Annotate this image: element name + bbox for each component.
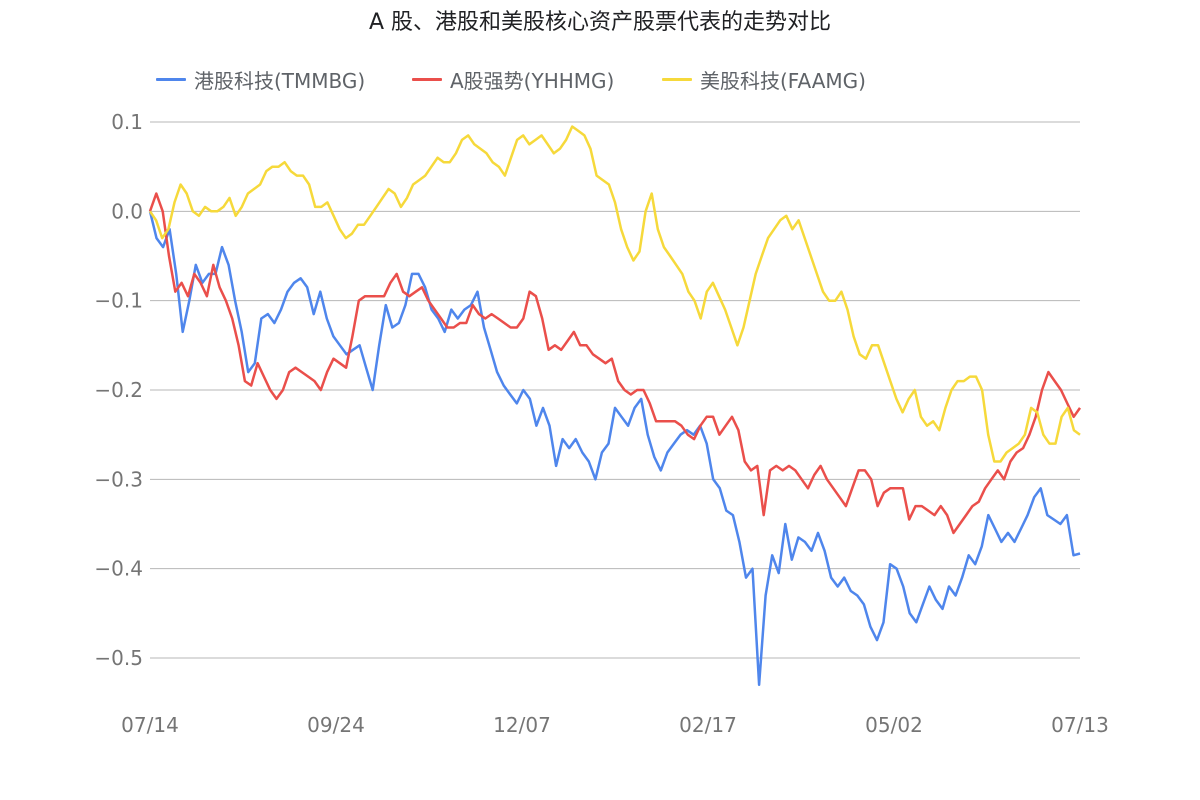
legend-label-us-tech: 美股科技(FAAMG)	[700, 68, 866, 93]
y-tick-label: −0.5	[94, 646, 143, 670]
y-axis-labels: 0.1 0.0 −0.1 −0.2 −0.3 −0.4 −0.5	[94, 110, 143, 670]
x-tick-label: 05/02	[865, 713, 923, 737]
legend-label-hk-tech: 港股科技(TMMBG)	[194, 68, 366, 93]
x-tick-label: 07/14	[121, 713, 179, 737]
series-lines	[148, 125, 1082, 687]
legend-item-hk-tech[interactable]: 港股科技(TMMBG)	[156, 64, 365, 94]
legend-swatch-us-tech	[662, 77, 692, 81]
x-tick-label: 02/17	[679, 713, 737, 737]
y-tick-label: −0.2	[94, 378, 143, 402]
y-tick-label: −0.1	[94, 289, 143, 313]
x-tick-label: 09/24	[307, 713, 365, 737]
x-axis-labels: 07/14 09/24 12/07 02/17 05/02 07/13	[121, 713, 1109, 737]
series-line-a-share[interactable]	[148, 192, 1082, 535]
y-tick-label: 0.0	[111, 199, 143, 223]
chart-title: A 股、港股和美股核心资产股票代表的走势对比	[368, 10, 832, 35]
legend-item-us-tech[interactable]: 美股科技(FAAMG)	[662, 64, 866, 94]
legend-item-a-share[interactable]: A股强势(YHHMG)	[412, 64, 614, 94]
y-tick-label: −0.3	[94, 467, 143, 491]
x-tick-label: 12/07	[493, 713, 551, 737]
legend-swatch-hk-tech	[156, 77, 186, 81]
legend-label-a-share: A股强势(YHHMG)	[450, 68, 615, 93]
x-tick-label: 07/13	[1051, 713, 1109, 737]
legend-swatch-a-share	[412, 77, 442, 81]
y-tick-label: 0.1	[111, 110, 143, 134]
chart-legend: 港股科技(TMMBG) A股强势(YHHMG) 美股科技(FAAMG)	[0, 64, 1200, 94]
y-tick-label: −0.4	[94, 557, 143, 581]
series-line-hk-tech[interactable]	[148, 211, 1081, 687]
gridlines	[150, 121, 1080, 659]
series-line-us-tech[interactable]	[148, 125, 1081, 463]
